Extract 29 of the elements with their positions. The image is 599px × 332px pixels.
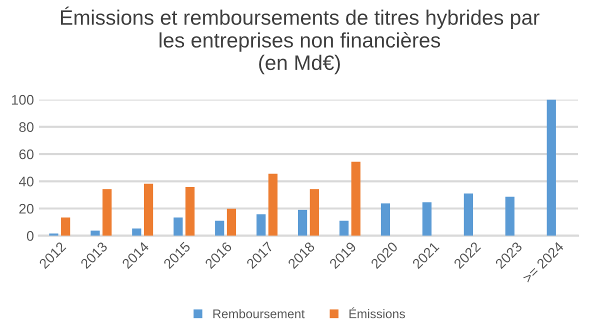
legend-label: Émissions <box>349 307 405 318</box>
y-tick-label: 100 <box>12 94 34 105</box>
bar <box>268 174 278 236</box>
bar <box>546 100 556 236</box>
bar <box>90 230 100 236</box>
bar <box>61 217 70 236</box>
chart-title: Émissions et remboursements de titres hybrides par les entreprises non financières (en Md€) <box>60 6 540 74</box>
bar <box>310 189 319 236</box>
bar <box>380 203 390 236</box>
bar <box>185 186 195 236</box>
bar <box>215 220 224 236</box>
bar <box>351 162 360 236</box>
bar <box>422 202 432 236</box>
y-tick-label: 40 <box>18 176 34 186</box>
bar <box>464 194 473 236</box>
bar <box>144 184 154 236</box>
y-tick-label: 60 <box>19 149 34 160</box>
y-tick-label: 20 <box>19 204 34 214</box>
legend-label: Remboursement <box>213 309 305 318</box>
bar <box>102 189 112 236</box>
bar <box>505 196 514 236</box>
bar <box>339 220 349 236</box>
y-tick-label: 80 <box>19 122 34 132</box>
y-tick-label: 0 <box>26 231 34 241</box>
bar <box>298 210 308 236</box>
bar <box>226 208 236 236</box>
bar <box>174 217 183 236</box>
bar <box>132 228 142 236</box>
bar <box>256 214 266 236</box>
